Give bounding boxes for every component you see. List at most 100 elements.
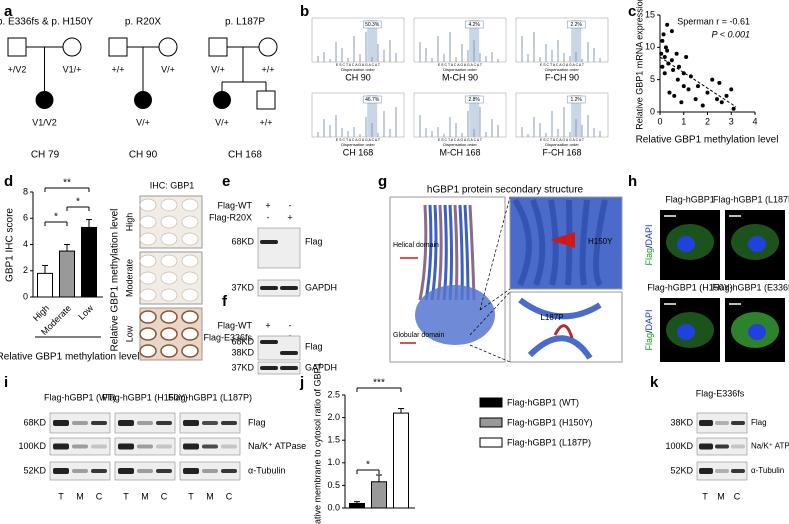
- label: Relative GBP1 mRNA expression: [634, 0, 644, 130]
- band: [280, 286, 298, 290]
- pyrogram-shade: [571, 20, 582, 62]
- band: [156, 444, 172, 449]
- ihc-cell: [181, 271, 199, 285]
- helix: [424, 204, 433, 301]
- ihc-cell: [160, 344, 178, 358]
- bar: [59, 250, 75, 298]
- label: E S C T A C A G A G A C A T: [438, 63, 483, 67]
- nucleus-dapi: [748, 324, 766, 340]
- band: [699, 468, 713, 474]
- band: [53, 468, 69, 474]
- label: Flag-hGBP1 (H150Y): [102, 392, 188, 402]
- label: 52KD: [670, 465, 693, 475]
- label: Moderate: [124, 259, 134, 297]
- label: +/+: [111, 64, 124, 74]
- blot: [49, 437, 111, 456]
- band: [53, 420, 69, 426]
- y-tick-label: 0: [650, 106, 655, 116]
- y-tick-label: 1.0: [327, 457, 340, 467]
- pct-box: [362, 20, 382, 29]
- label: T: [58, 491, 64, 501]
- label: Flag: [248, 417, 266, 427]
- label: CH 90: [345, 72, 371, 82]
- band: [731, 421, 745, 425]
- pyrogram-frame: [413, 92, 507, 138]
- label: 38KD: [231, 347, 254, 357]
- label: Flag-R20X: [209, 212, 252, 222]
- label: p. R20X: [125, 17, 161, 28]
- point: [675, 77, 680, 82]
- band: [731, 469, 745, 473]
- label: Relative GBP1 methylation level: [110, 209, 121, 352]
- pedigree-daughter: [134, 91, 152, 109]
- label: IHC: GBP1: [150, 180, 195, 190]
- label: -: [289, 320, 292, 330]
- point: [662, 71, 667, 76]
- label: E S C T A C A G A G A C A T: [540, 63, 585, 67]
- label: T: [702, 491, 708, 501]
- panel-label: g: [378, 173, 387, 190]
- label: V1/V2: [32, 117, 57, 127]
- pct-box: [464, 95, 484, 104]
- blot: [696, 461, 748, 481]
- label: α-Tubulin: [751, 466, 784, 475]
- zoom-line: [469, 344, 511, 363]
- x-tick-label: 3: [729, 116, 734, 126]
- ihc-cell: [160, 327, 178, 341]
- legend-swatch: [479, 397, 503, 408]
- y-tick-label: 6: [23, 213, 28, 223]
- pedigree-father: [108, 37, 128, 57]
- label: α-Tubulin: [248, 465, 285, 475]
- stain-part: /: [644, 245, 654, 248]
- ihc-cell: [139, 198, 157, 212]
- coil: [548, 199, 559, 286]
- band: [221, 469, 237, 473]
- label: Flag-hGBP1 (H150Y): [647, 282, 733, 292]
- coil: [512, 198, 532, 287]
- ihc-cell: [181, 254, 199, 268]
- band: [260, 340, 278, 344]
- ihc-cell: [139, 232, 157, 246]
- label: CH 79: [31, 150, 60, 161]
- point: [700, 103, 705, 108]
- label: GAPDH: [305, 282, 337, 292]
- bar: [81, 226, 97, 298]
- label: M-CH 90: [442, 72, 478, 82]
- panel-label: d: [4, 173, 13, 190]
- point: [717, 80, 722, 85]
- pedigree-mother: [158, 37, 178, 57]
- band: [183, 443, 199, 450]
- band: [260, 286, 278, 290]
- blot: [49, 461, 111, 481]
- label: Flag: [305, 236, 323, 246]
- nucleus-dapi: [677, 324, 695, 340]
- ihc-cell: [160, 198, 178, 212]
- point: [669, 29, 674, 34]
- label: P < 0.001: [712, 29, 750, 39]
- label: Flag: [751, 418, 767, 427]
- nucleus-dapi: [677, 236, 695, 252]
- y-tick-label: 2.5: [327, 389, 340, 399]
- coil: [593, 199, 608, 287]
- label: Dispensation order: [341, 142, 375, 147]
- y-tick-label: 15: [645, 9, 655, 19]
- y-tick-label: 0.0: [327, 502, 340, 512]
- significance: *: [76, 197, 80, 208]
- band: [715, 469, 729, 473]
- coil: [530, 198, 546, 287]
- label: 37KD: [231, 282, 254, 292]
- significance: *: [366, 460, 370, 471]
- ihc-cell: [139, 271, 157, 285]
- label: CH 168: [343, 147, 374, 157]
- label: V1/+: [63, 64, 82, 74]
- label: Na/K⁺ ATPase: [751, 442, 789, 451]
- band: [156, 469, 172, 473]
- point: [696, 84, 700, 89]
- ihc-cell: [139, 344, 157, 358]
- bar: [393, 412, 409, 509]
- point: [672, 93, 677, 98]
- band: [137, 444, 153, 449]
- label: 100KD: [665, 441, 693, 451]
- band: [72, 444, 88, 449]
- label: 100KD: [18, 441, 46, 451]
